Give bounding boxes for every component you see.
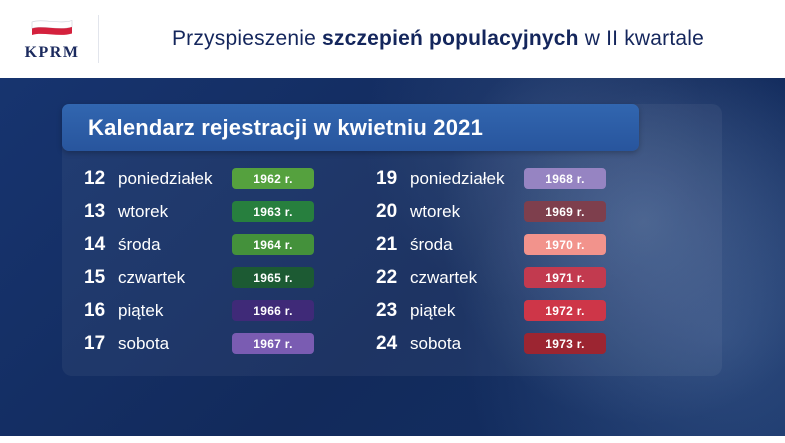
day-number: 13 bbox=[84, 200, 106, 222]
calendar-row: 21 środa 1970 r. bbox=[376, 234, 606, 255]
year-badge: 1963 r. bbox=[232, 201, 314, 222]
weekday-label: środa bbox=[118, 234, 161, 254]
day-number: 15 bbox=[84, 266, 106, 288]
header: KPRM Przyspieszenie szczepień populacyjn… bbox=[0, 0, 785, 78]
year-badge: 1965 r. bbox=[232, 267, 314, 288]
weekday-label: środa bbox=[410, 234, 453, 254]
year-badge: 1969 r. bbox=[524, 201, 606, 222]
weekday-label: wtorek bbox=[410, 201, 461, 221]
calendar-row: 15 czwartek 1965 r. bbox=[84, 267, 314, 288]
calendar-row: 14 środa 1964 r. bbox=[84, 234, 314, 255]
calendar-panel: Kalendarz rejestracji w kwietniu 2021 12… bbox=[62, 104, 722, 376]
calendar-row: 17 sobota 1967 r. bbox=[84, 333, 314, 354]
calendar-row: 12 poniedziałek 1962 r. bbox=[84, 168, 314, 189]
day-number: 19 bbox=[376, 167, 398, 189]
weekday-label: czwartek bbox=[410, 267, 478, 287]
day-number: 23 bbox=[376, 299, 398, 321]
day-number: 16 bbox=[84, 299, 106, 321]
weekday-label: piątek bbox=[118, 300, 164, 320]
calendar-row: 23 piątek 1972 r. bbox=[376, 300, 606, 321]
year-badge: 1972 r. bbox=[524, 300, 606, 321]
weekday-label: poniedziałek bbox=[118, 168, 213, 188]
day-number: 22 bbox=[376, 266, 398, 288]
year-badge: 1966 r. bbox=[232, 300, 314, 321]
page-title-part1: Przyspieszenie bbox=[171, 27, 323, 50]
weekday-label: wtorek bbox=[118, 201, 169, 221]
polish-flag-icon bbox=[30, 19, 74, 41]
page-title-part3: w II kwartale bbox=[578, 27, 705, 50]
day-number: 12 bbox=[84, 167, 106, 189]
year-badge: 1962 r. bbox=[232, 168, 314, 189]
main-area: Kalendarz rejestracji w kwietniu 2021 12… bbox=[0, 78, 785, 436]
year-badge: 1968 r. bbox=[524, 168, 606, 189]
weekday-label: piątek bbox=[410, 300, 456, 320]
calendar-row: 13 wtorek 1963 r. bbox=[84, 201, 314, 222]
calendar-column-right: 19 poniedziałek 1968 r. 20 wtorek 1969 r… bbox=[376, 168, 606, 354]
year-badge: 1964 r. bbox=[232, 234, 314, 255]
weekday-label: sobota bbox=[410, 333, 462, 353]
day-number: 14 bbox=[84, 233, 106, 255]
calendar-row: 19 poniedziałek 1968 r. bbox=[376, 168, 606, 189]
year-badge: 1971 r. bbox=[524, 267, 606, 288]
page-title: Przyspieszenie szczepień populacyjnych w… bbox=[115, 27, 761, 51]
bottom-strip bbox=[0, 436, 785, 443]
logo-text: KPRM bbox=[24, 43, 80, 61]
day-number: 24 bbox=[376, 332, 398, 354]
year-badge: 1970 r. bbox=[524, 234, 606, 255]
calendar-columns: 12 poniedziałek 1962 r. 13 wtorek 1963 r… bbox=[62, 151, 722, 354]
kprm-logo: KPRM bbox=[14, 17, 90, 62]
year-badge: 1967 r. bbox=[232, 333, 314, 354]
calendar-row: 16 piątek 1966 r. bbox=[84, 300, 314, 321]
day-number: 20 bbox=[376, 200, 398, 222]
calendar-row: 20 wtorek 1969 r. bbox=[376, 201, 606, 222]
header-divider bbox=[98, 15, 99, 63]
calendar-column-left: 12 poniedziałek 1962 r. 13 wtorek 1963 r… bbox=[84, 168, 314, 354]
weekday-label: poniedziałek bbox=[410, 168, 505, 188]
calendar-row: 24 sobota 1973 r. bbox=[376, 333, 606, 354]
weekday-label: czwartek bbox=[118, 267, 186, 287]
weekday-label: sobota bbox=[118, 333, 170, 353]
page-title-bold: szczepień populacyjnych bbox=[322, 27, 579, 50]
calendar-row: 22 czwartek 1971 r. bbox=[376, 267, 606, 288]
year-badge: 1973 r. bbox=[524, 333, 606, 354]
day-number: 21 bbox=[376, 233, 398, 255]
panel-title: Kalendarz rejestracji w kwietniu 2021 bbox=[62, 104, 639, 151]
day-number: 17 bbox=[84, 332, 106, 354]
